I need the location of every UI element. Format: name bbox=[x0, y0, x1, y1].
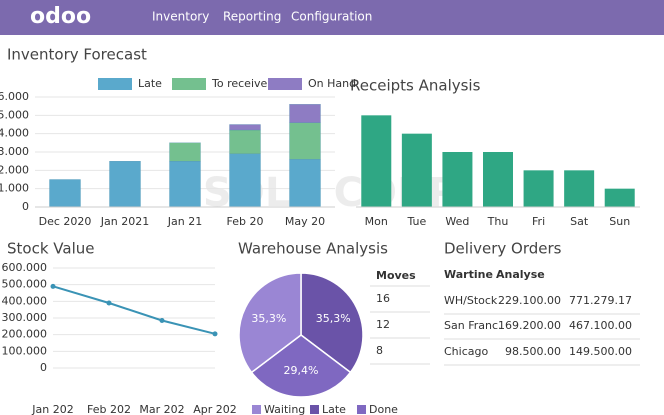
y-tick-label: 300.000 bbox=[2, 311, 48, 324]
legend-label: To receive bbox=[211, 77, 268, 90]
legend-swatch bbox=[357, 405, 366, 414]
bar-segment bbox=[229, 129, 261, 154]
table-cell: WH/Stock bbox=[444, 294, 498, 307]
table-cell: Chicago bbox=[444, 345, 488, 358]
y-tick-label: 5.000 bbox=[0, 108, 29, 121]
x-tick-label: Thu bbox=[487, 215, 509, 228]
bar-segment bbox=[289, 104, 321, 123]
bar bbox=[523, 170, 554, 207]
point bbox=[50, 283, 56, 289]
legend-label: Waiting bbox=[264, 403, 305, 415]
chart-title: Stock Value bbox=[7, 240, 94, 258]
x-tick-label: May 20 bbox=[285, 215, 325, 228]
bar-segment bbox=[289, 122, 321, 160]
navbar bbox=[0, 0, 664, 35]
pie-slice bbox=[238, 272, 302, 374]
bar-segment bbox=[49, 179, 81, 208]
point bbox=[159, 318, 165, 323]
table-cell: 12 bbox=[376, 318, 390, 331]
slice-label: 35,3% bbox=[251, 312, 286, 325]
x-tick-label: Feb 20 bbox=[227, 215, 264, 228]
bar bbox=[483, 152, 513, 207]
bar-segment bbox=[229, 153, 261, 208]
legend-label: On Hand bbox=[308, 77, 356, 90]
y-tick-label: 400.000 bbox=[2, 294, 48, 307]
table-header: Wartine bbox=[444, 268, 493, 281]
nav-item[interactable]: Configuration bbox=[291, 10, 372, 24]
bar bbox=[604, 188, 635, 207]
bar bbox=[401, 133, 432, 207]
table-cell: 771.279.17 bbox=[569, 294, 632, 307]
nav-item[interactable]: Inventory bbox=[152, 10, 209, 24]
chart-title: Receipts Analysis bbox=[350, 77, 481, 95]
x-tick-label: Jan 2021 bbox=[100, 215, 149, 228]
legend-swatch bbox=[98, 78, 132, 90]
nav-item[interactable]: Reporting bbox=[223, 10, 281, 24]
y-tick-label: 500.000 bbox=[2, 278, 48, 291]
y-tick-label: 600.000 bbox=[2, 261, 48, 274]
table-cell: 229.100.00 bbox=[498, 294, 561, 307]
y-tick-label: 6.000 bbox=[0, 90, 29, 103]
slice-label: 35,3% bbox=[316, 312, 351, 325]
bar-segment bbox=[289, 159, 321, 208]
y-tick-label: 0 bbox=[40, 361, 47, 374]
y-tick-label: 3.000 bbox=[0, 145, 29, 158]
x-tick-label: Mar 202 bbox=[139, 403, 184, 415]
y-tick-label: 4.000 bbox=[0, 127, 29, 140]
line bbox=[52, 285, 216, 335]
legend-swatch bbox=[268, 78, 302, 90]
bar-segment bbox=[109, 161, 141, 208]
point bbox=[106, 300, 112, 306]
table-header: Analyse bbox=[496, 268, 545, 281]
x-tick-label: Jan 21 bbox=[167, 215, 202, 228]
bar-segment bbox=[169, 142, 201, 162]
bar-segment bbox=[169, 161, 201, 208]
y-tick-label: 200.000 bbox=[2, 328, 48, 341]
chart-title: Inventory Forecast bbox=[7, 46, 147, 64]
bar bbox=[442, 152, 473, 207]
table-cell: 98.500.00 bbox=[505, 345, 561, 358]
table-cell: 149.500.00 bbox=[569, 345, 632, 358]
x-tick-label: Sun bbox=[609, 215, 630, 228]
table-cell: 467.100.00 bbox=[569, 319, 632, 332]
legend-label: Late bbox=[138, 77, 162, 90]
x-tick-label: Feb 202 bbox=[87, 403, 131, 415]
y-tick-label: 2.000 bbox=[0, 163, 29, 176]
table-header: Moves bbox=[376, 269, 416, 282]
table-cell: 8 bbox=[376, 344, 383, 357]
x-tick-label: Apr 202 bbox=[193, 403, 237, 415]
legend-label: Done bbox=[369, 403, 398, 415]
bar-segment bbox=[229, 124, 261, 131]
bar bbox=[564, 170, 595, 207]
point bbox=[212, 331, 218, 337]
pie-slice bbox=[300, 272, 364, 374]
x-tick-label: Jan 202 bbox=[31, 403, 73, 415]
legend-swatch bbox=[252, 405, 261, 414]
legend-swatch bbox=[172, 78, 206, 90]
logo[interactable]: odoo bbox=[30, 4, 91, 29]
table-cell: 169.200.00 bbox=[498, 319, 561, 332]
y-tick-label: 100.000 bbox=[2, 344, 48, 357]
table-cell: San Franc. bbox=[444, 319, 502, 332]
legend-swatch bbox=[310, 405, 319, 414]
x-tick-label: Wed bbox=[445, 215, 469, 228]
y-tick-label: 1.000 bbox=[0, 182, 29, 195]
x-tick-label: Sat bbox=[570, 215, 589, 228]
table-cell: 16 bbox=[376, 292, 390, 305]
slice-label: 29,4% bbox=[284, 364, 319, 377]
legend-label: Late bbox=[322, 403, 346, 415]
bar bbox=[361, 115, 392, 207]
y-tick-label: 0 bbox=[22, 200, 29, 213]
x-tick-label: Dec 2020 bbox=[39, 215, 92, 228]
x-tick-label: Fri bbox=[532, 215, 545, 228]
x-tick-label: Mon bbox=[365, 215, 388, 228]
x-tick-label: Tue bbox=[406, 215, 426, 228]
chart-title: Warehouse Analysis bbox=[238, 240, 388, 258]
pie-slice bbox=[250, 334, 352, 398]
table-title: Delivery Orders bbox=[444, 240, 562, 258]
